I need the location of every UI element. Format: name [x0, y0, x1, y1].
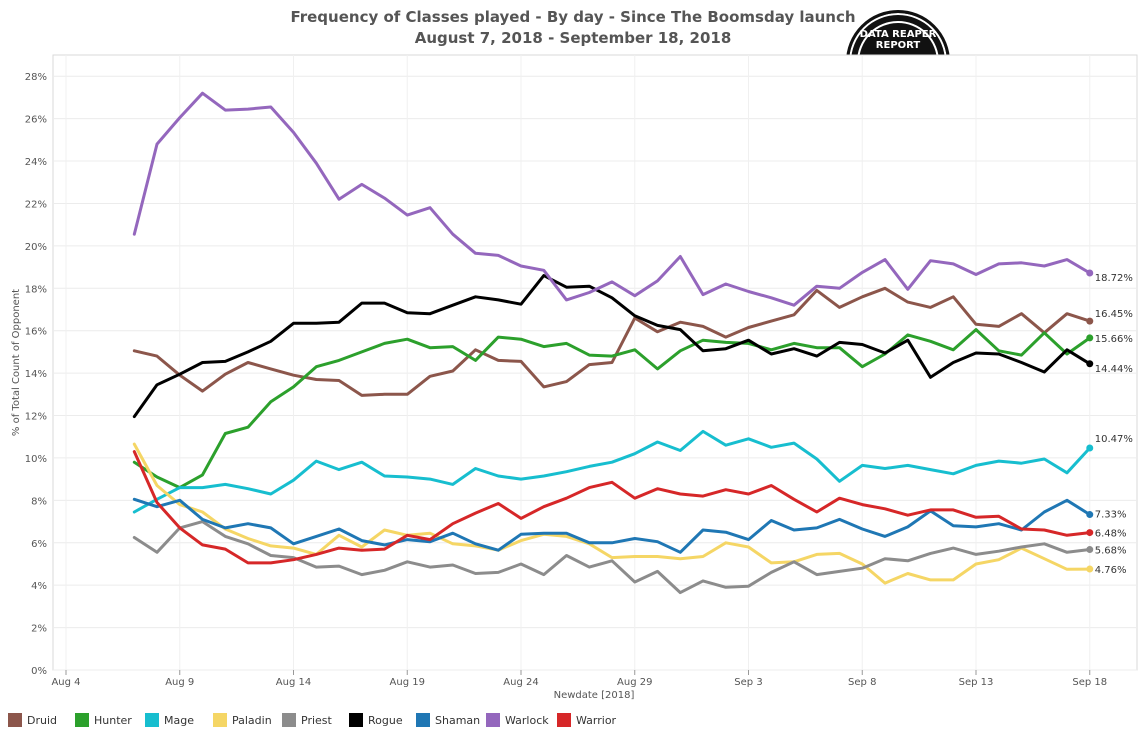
legend-item-mage: Mage [145, 713, 213, 727]
legend-label: Warlock [505, 713, 549, 727]
legend-label: Mage [164, 713, 194, 727]
chart-subtitle: August 7, 2018 - September 18, 2018 [414, 29, 732, 47]
legend-item-warrior: Warrior [557, 713, 627, 727]
end-value-label-shaman: 7.33% [1095, 510, 1127, 521]
legend-item-warlock: Warlock [486, 713, 557, 727]
series-end-point-druid [1086, 317, 1094, 325]
series-end-point-hunter [1086, 334, 1094, 342]
y-tick-label: 10% [25, 454, 47, 465]
y-tick-label: 2% [31, 624, 47, 635]
x-tick-label: Sep 13 [959, 677, 994, 688]
y-tick-label: 6% [31, 539, 47, 550]
end-value-label-priest: 5.68% [1095, 546, 1127, 557]
end-value-label-mage: 10.47% [1095, 434, 1133, 445]
x-tick-label: Aug 14 [276, 677, 311, 688]
legend-swatch [75, 713, 89, 727]
x-tick-label: Sep 8 [848, 677, 876, 688]
legend-label: Hunter [94, 713, 132, 727]
y-tick-label: 26% [25, 115, 47, 126]
legend-item-paladin: Paladin [213, 713, 282, 727]
y-tick-label: 8% [31, 496, 47, 507]
legend-item-hunter: Hunter [75, 713, 145, 727]
legend-swatch [557, 713, 571, 727]
legend-swatch [486, 713, 500, 727]
x-tick-label: Aug 24 [503, 677, 538, 688]
series-end-point-rogue [1086, 360, 1094, 368]
y-tick-label: 18% [25, 284, 47, 295]
legend-label: Priest [301, 713, 332, 727]
y-axis-label: % of Total Count of Opponent [11, 289, 22, 436]
series-line-warlock [132, 91, 1092, 307]
legend-swatch [213, 713, 227, 727]
legend-item-priest: Priest [282, 713, 349, 727]
x-tick-label: Sep 18 [1072, 677, 1107, 688]
series-end-point-paladin [1086, 565, 1094, 573]
legend-swatch [8, 713, 22, 727]
y-tick-label: 4% [31, 581, 47, 592]
end-value-label-warrior: 6.48% [1095, 529, 1127, 540]
series-end-point-shaman [1086, 511, 1094, 519]
y-tick-label: 14% [25, 369, 47, 380]
end-value-label-rogue: 14.44% [1095, 364, 1133, 375]
series-line-priest [132, 520, 1092, 595]
end-value-label-druid: 16.45% [1095, 309, 1133, 320]
y-tick-label: 0% [31, 666, 47, 677]
series-line-hunter [132, 328, 1092, 490]
series-line-mage [132, 429, 1092, 514]
legend-swatch [416, 713, 430, 727]
legend-item-druid: Druid [8, 713, 75, 727]
series-line-rogue [132, 274, 1092, 419]
legend-label: Shaman [435, 713, 481, 727]
legend-swatch [145, 713, 159, 727]
end-value-label-warlock: 18.72% [1095, 273, 1133, 284]
y-tick-label: 12% [25, 412, 47, 423]
y-tick-label: 20% [25, 242, 47, 253]
series-end-point-warlock [1086, 269, 1094, 277]
legend-label: Rogue [368, 713, 403, 727]
x-tick-label: Aug 19 [390, 677, 425, 688]
x-tick-label: Aug 9 [165, 677, 194, 688]
series-line-paladin [132, 442, 1092, 585]
series-end-point-mage [1086, 444, 1094, 452]
end-value-label-paladin: 4.76% [1095, 565, 1127, 576]
y-tick-label: 24% [25, 157, 47, 168]
end-value-label-hunter: 15.66% [1095, 334, 1133, 345]
legend-item-rogue: Rogue [349, 713, 416, 727]
x-tick-label: Aug 29 [617, 677, 652, 688]
x-tick-label: Aug 4 [51, 677, 80, 688]
logo-text: DATA REAPER REPORT [859, 29, 937, 51]
legend-label: Paladin [232, 713, 272, 727]
y-tick-label: 16% [25, 327, 47, 338]
series-line-druid [132, 286, 1092, 397]
series-end-point-warrior [1086, 529, 1094, 537]
series-end-point-priest [1086, 546, 1094, 554]
legend-label: Warrior [576, 713, 617, 727]
legend-label: Druid [27, 713, 58, 727]
series-line-warrior [132, 450, 1092, 565]
chart-title: Frequency of Classes played - By day - S… [290, 8, 856, 26]
y-tick-label: 28% [25, 72, 47, 83]
legend-item-shaman: Shaman [416, 713, 486, 727]
y-tick-label: 22% [25, 199, 47, 210]
chart-legend: Druid Hunter Mage Paladin Priest Rogue Shaman W… [8, 713, 627, 727]
legend-swatch [349, 713, 363, 727]
x-tick-label: Sep 3 [734, 677, 762, 688]
legend-swatch [282, 713, 296, 727]
x-axis-label: Newdate [2018] [554, 690, 635, 701]
